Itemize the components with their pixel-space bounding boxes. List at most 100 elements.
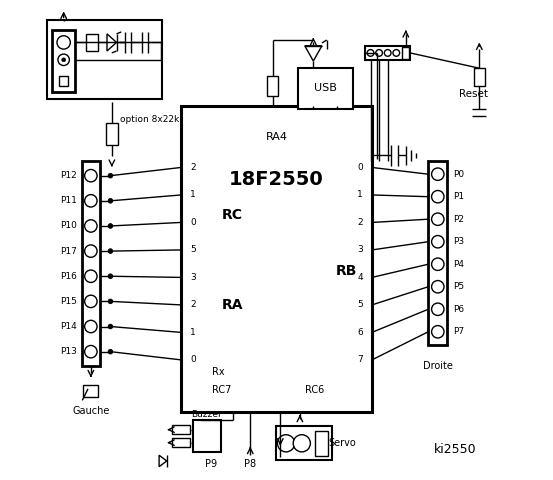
Circle shape: [108, 324, 113, 329]
Circle shape: [375, 49, 383, 56]
Circle shape: [108, 349, 113, 354]
Bar: [171, 425, 190, 434]
Bar: [298, 68, 353, 109]
Circle shape: [431, 191, 444, 203]
Circle shape: [85, 194, 97, 207]
Text: RC7: RC7: [212, 385, 232, 396]
Circle shape: [108, 249, 113, 253]
Bar: [474, 68, 484, 86]
Bar: [193, 420, 221, 452]
Circle shape: [431, 325, 444, 338]
Text: P4: P4: [453, 260, 464, 269]
Text: 2: 2: [190, 163, 196, 172]
Text: 6: 6: [357, 328, 363, 337]
Text: 2: 2: [357, 218, 363, 227]
Text: 0: 0: [190, 218, 196, 227]
Circle shape: [62, 58, 66, 62]
Circle shape: [293, 435, 310, 452]
Circle shape: [431, 258, 444, 270]
Text: USB: USB: [314, 84, 337, 94]
Circle shape: [431, 213, 444, 226]
Circle shape: [108, 274, 113, 278]
Bar: [82, 161, 100, 366]
Bar: [428, 161, 447, 345]
Circle shape: [85, 169, 97, 182]
Text: 0: 0: [357, 163, 363, 172]
Circle shape: [108, 224, 113, 228]
Circle shape: [85, 220, 97, 232]
Text: Servo: Servo: [328, 438, 356, 448]
Circle shape: [85, 320, 97, 333]
Text: RA4: RA4: [265, 132, 288, 142]
Text: Reset: Reset: [460, 89, 488, 99]
Bar: [86, 34, 97, 51]
Circle shape: [85, 346, 97, 358]
Circle shape: [431, 303, 444, 315]
Circle shape: [384, 49, 391, 56]
Text: P2: P2: [453, 215, 464, 224]
Circle shape: [85, 295, 97, 308]
Text: Gauche: Gauche: [72, 407, 109, 416]
Circle shape: [85, 245, 97, 257]
Bar: [315, 431, 328, 456]
Text: Buzzer: Buzzer: [191, 410, 222, 419]
Bar: [403, 47, 409, 59]
Circle shape: [367, 49, 374, 56]
Text: P3: P3: [453, 237, 464, 246]
Text: P6: P6: [453, 305, 464, 314]
Text: P10: P10: [60, 221, 77, 230]
Text: 3: 3: [190, 273, 196, 282]
Text: RB: RB: [336, 264, 358, 278]
Text: P17: P17: [60, 247, 77, 255]
Bar: [268, 76, 278, 96]
Circle shape: [393, 49, 400, 56]
Text: P11: P11: [60, 196, 77, 205]
Text: RC6: RC6: [305, 385, 325, 396]
Bar: [59, 76, 69, 86]
Text: P8: P8: [244, 459, 256, 469]
Text: RC: RC: [222, 208, 243, 222]
Bar: [83, 385, 98, 397]
Text: P1: P1: [453, 192, 464, 201]
Bar: [48, 21, 162, 99]
Text: 7: 7: [357, 355, 363, 364]
Text: 5: 5: [357, 300, 363, 310]
Text: P7: P7: [453, 327, 464, 336]
Circle shape: [431, 280, 444, 293]
Text: 2: 2: [190, 300, 196, 310]
Circle shape: [278, 435, 295, 452]
Circle shape: [58, 54, 69, 66]
Text: P14: P14: [60, 322, 77, 331]
Text: P9: P9: [205, 459, 217, 469]
Text: ki2550: ki2550: [434, 444, 477, 456]
Circle shape: [57, 36, 70, 49]
Bar: [365, 46, 410, 60]
Text: P0: P0: [453, 170, 464, 179]
Text: 1: 1: [190, 191, 196, 200]
Bar: [52, 30, 75, 92]
Bar: [181, 107, 372, 412]
Circle shape: [108, 198, 113, 203]
Circle shape: [431, 236, 444, 248]
Text: 1: 1: [190, 328, 196, 337]
Text: P12: P12: [60, 171, 77, 180]
Text: P16: P16: [60, 272, 77, 281]
Text: P5: P5: [453, 282, 464, 291]
Text: 18F2550: 18F2550: [229, 170, 324, 189]
Bar: [275, 426, 332, 460]
Circle shape: [108, 299, 113, 304]
Circle shape: [85, 270, 97, 282]
Bar: [171, 438, 190, 447]
Text: 4: 4: [357, 273, 363, 282]
Text: RA: RA: [222, 298, 243, 312]
Text: 3: 3: [357, 245, 363, 254]
Text: 1: 1: [357, 191, 363, 200]
Text: 0: 0: [190, 355, 196, 364]
Text: Rx: Rx: [212, 367, 225, 377]
Text: option 8x22k: option 8x22k: [121, 115, 180, 124]
Text: Droite: Droite: [423, 361, 453, 371]
Circle shape: [108, 173, 113, 178]
Circle shape: [431, 168, 444, 180]
Text: 5: 5: [190, 245, 196, 254]
Text: P13: P13: [60, 347, 77, 356]
